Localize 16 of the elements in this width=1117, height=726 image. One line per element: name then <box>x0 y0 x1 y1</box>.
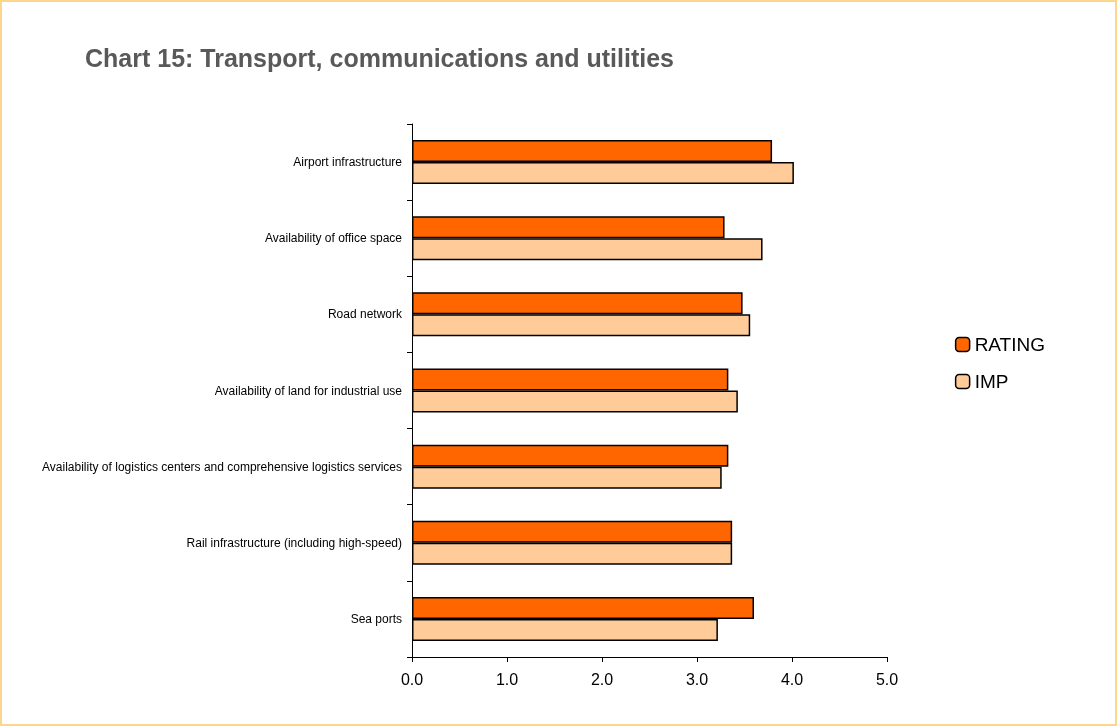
legend-label: RATING <box>974 334 1046 355</box>
x-tick-label: 0.0 <box>400 670 424 688</box>
chart-title: Chart 15: Transport, communications and utilities <box>85 43 674 72</box>
x-tick-label: 4.0 <box>780 670 804 688</box>
y-tick-label: Sea ports <box>350 611 402 626</box>
y-tick-label: Airport infrastructure <box>293 155 403 170</box>
x-tick-label: 5.0 <box>875 670 899 688</box>
y-tick-label: Availability of office space <box>265 231 403 246</box>
y-tick-label: Availability of logistics centers and comprehensive logistics services <box>42 459 402 474</box>
x-tick-label: 3.0 <box>685 670 709 688</box>
y-tick-label: Availability of land for industrial use <box>214 383 403 398</box>
legend-label: IMP <box>974 371 1009 392</box>
y-tick-label: Rail infrastructure (including high-speed) <box>186 535 402 550</box>
x-tick-label: 2.0 <box>590 670 614 688</box>
y-tick-label: Road network <box>327 307 403 322</box>
x-tick-label: 1.0 <box>495 670 519 688</box>
